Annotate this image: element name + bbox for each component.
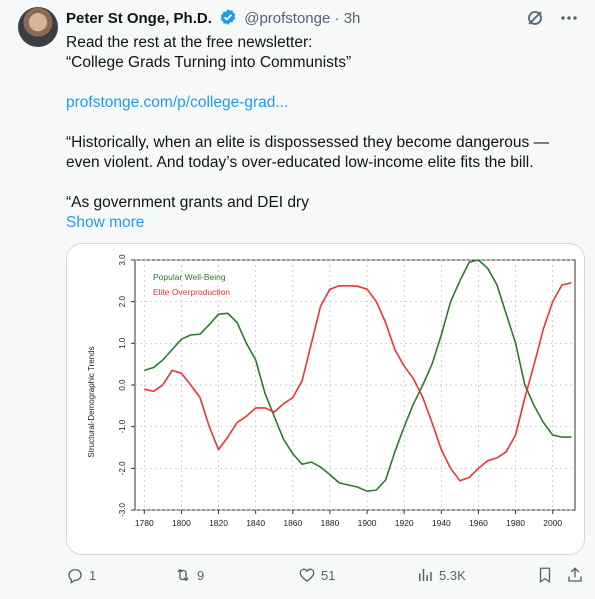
tweet-header: Peter St Onge, Ph.D. @profstonge · 3h [66, 8, 360, 32]
author-name[interactable]: Peter St Onge, Ph.D. [66, 10, 212, 27]
x-tick-label: 1780 [135, 518, 154, 528]
y-tick-label: -1.0 [118, 419, 127, 433]
x-tick-label: 1900 [358, 518, 377, 528]
text-line: “Historically, when an elite is disposse… [66, 134, 550, 151]
series-lines [144, 259, 572, 493]
x-tick-label: 1860 [283, 518, 302, 528]
separator-dot: · [334, 10, 340, 27]
reply-button[interactable]: 1 [66, 566, 96, 584]
x-tick-label: 1920 [395, 518, 414, 528]
top-actions [525, 8, 579, 28]
legend-elite-overproduction: Elite Overproduction [153, 287, 230, 297]
avatar[interactable] [18, 7, 58, 47]
bookmark-button[interactable] [536, 566, 554, 584]
repost-button[interactable]: 9 [174, 566, 204, 584]
post-time[interactable]: 3h [343, 10, 361, 27]
legend-popular-well-being: Popular Well-Being [153, 272, 226, 282]
x-tick-label: 1880 [320, 518, 339, 528]
repost-icon [177, 568, 189, 582]
y-tick-label: 0.0 [118, 379, 127, 391]
share-icon [568, 567, 582, 582]
y-axis: -3.0 -2.0 -1.0 0.0 1.0 2.0 3.0 [118, 254, 135, 517]
views-count: 5.3K [439, 567, 466, 583]
grid [135, 259, 575, 511]
series-popular-well-being [144, 259, 572, 493]
views-button[interactable]: 5.3K [416, 566, 466, 584]
y-tick-label: 3.0 [118, 254, 127, 266]
x-tick-label: 1800 [172, 518, 191, 528]
more-options-icon[interactable] [559, 8, 579, 28]
chart: -3.0 -2.0 -1.0 0.0 1.0 2.0 3.0 1780 1800 1820 184… [87, 254, 576, 528]
repost-count: 9 [197, 567, 205, 583]
text-line: Read the rest at the free newsletter: [66, 34, 313, 51]
y-tick-label: -3.0 [118, 503, 127, 517]
bookmark-icon [539, 567, 551, 584]
y-tick-label: -2.0 [118, 461, 127, 475]
x-axis: 1780 1800 1820 1840 1860 1880 1900 1920 1940 1960… [135, 510, 562, 528]
like-count: 51 [321, 567, 336, 583]
like-button[interactable]: 51 [298, 566, 335, 584]
x-tick-label: 1940 [432, 518, 451, 528]
chart-image[interactable]: -3.0 -2.0 -1.0 0.0 1.0 2.0 3.0 1780 1800 1820 184… [66, 243, 585, 555]
tweet-text: Read the rest at the free newsletter: “C… [66, 33, 576, 233]
x-tick-label: 1820 [209, 518, 228, 528]
text-line: even violent. And today’s over-educated … [66, 154, 534, 171]
author-handle[interactable]: @profstonge [244, 10, 331, 27]
share-button[interactable] [566, 566, 584, 584]
show-more-link[interactable]: Show more [66, 214, 145, 231]
x-tick-label: 1840 [246, 518, 265, 528]
action-bar: 1 9 51 5.3K [66, 566, 583, 588]
heart-icon [299, 568, 315, 582]
x-tick-label: 1980 [506, 518, 525, 528]
y-tick-label: 2.0 [118, 296, 127, 308]
grok-icon[interactable] [525, 8, 545, 28]
newsletter-link[interactable]: profstonge.com/p/college-grad... [66, 94, 289, 111]
y-tick-label: 1.0 [118, 337, 127, 349]
reply-icon [68, 569, 82, 584]
x-tick-label: 2000 [543, 518, 562, 528]
views-icon [419, 569, 432, 581]
series-elite-overproduction [144, 282, 572, 482]
x-tick-label: 1960 [469, 518, 488, 528]
text-line: “As government grants and DEI dry [66, 194, 309, 211]
reply-count: 1 [89, 567, 97, 583]
y-axis-label: Structural-Demographic Trends [87, 346, 96, 457]
text-line: “College Grads Turning into Communists” [66, 54, 352, 71]
verified-icon [219, 8, 237, 32]
